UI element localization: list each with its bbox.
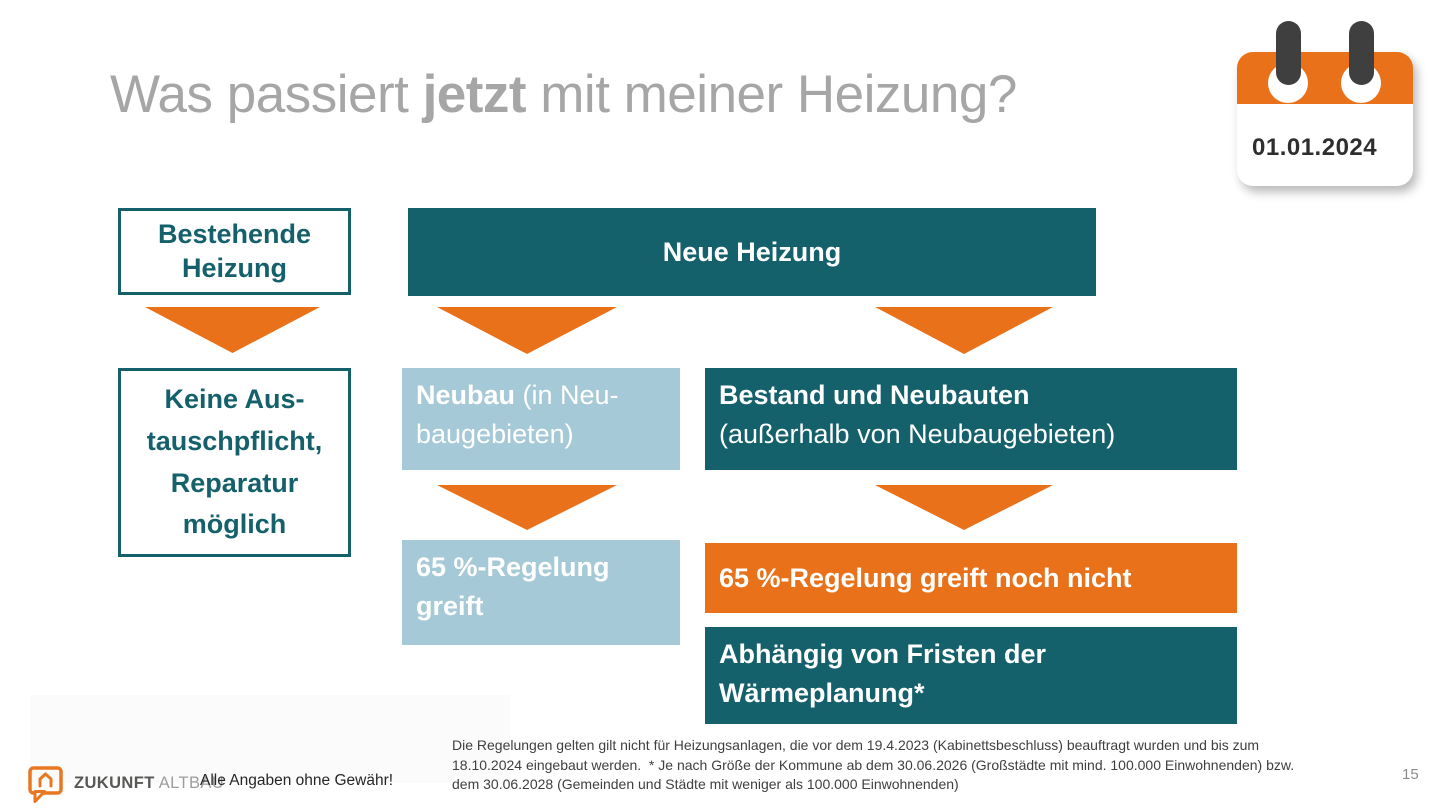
logo-altbau: ALTBAU: [158, 774, 225, 792]
box-bestand-und-neubauten: Bestand und Neubauten (außerhalb von Neu…: [705, 368, 1237, 470]
logo-zukunft: ZUKUNFT: [74, 774, 155, 792]
down-arrow-icon: [875, 307, 1053, 354]
box-keine-austauschpflicht: Keine Aus- tauschpflicht, Reparatur mögl…: [118, 368, 351, 557]
box-65-regelung-greift-noch-nicht: 65 %-Regelung greift noch nicht: [705, 543, 1237, 613]
box-neubau-rest: (in Neu- baugebieten): [416, 380, 619, 450]
footer-panel: [30, 695, 510, 783]
logo-wordmark: ZUKUNFT ALTBAU: [74, 774, 224, 793]
box-bestand-bold: Bestand und Neubauten: [719, 380, 1030, 410]
calendar-icon: 01.01.2024: [1237, 10, 1413, 192]
down-arrow-icon: [145, 307, 320, 353]
calendar-peg: [1349, 21, 1374, 85]
box-neubau-bold: Neubau: [416, 380, 516, 410]
box-neubau: Neubau (in Neu- baugebieten): [402, 368, 680, 470]
title-prefix: Was passiert: [110, 65, 423, 124]
calendar-peg: [1276, 21, 1301, 85]
footnote-line: 18.10.2024 eingebaut werden. * Je nach G…: [452, 756, 1295, 773]
box-65-regelung-greift: 65 %-Regelung greift: [402, 540, 680, 645]
down-arrow-icon: [437, 485, 617, 530]
down-arrow-icon: [437, 307, 617, 354]
box-abhaengig-von-fristen: Abhängig von Fristen der Wärmeplanung*: [705, 627, 1237, 724]
footnote-line: Die Regelungen gelten gilt nicht für Hei…: [452, 737, 1260, 753]
calendar-date: 01.01.2024: [1252, 134, 1378, 161]
disclaimer-text: Alle Angaben ohne Gewähr!: [200, 772, 394, 789]
calendar-card: 01.01.2024: [1237, 52, 1413, 186]
calendar-header-band: [1237, 52, 1413, 104]
zukunft-altbau-logo: ZUKUNFT ALTBAU: [27, 763, 224, 804]
down-arrow-icon: [875, 485, 1053, 530]
box-bestand-rest: (außerhalb von Neubaugebieten): [719, 419, 1116, 450]
box-bestehende-heizung: Bestehende Heizung: [118, 208, 351, 295]
speech-bubble-house-icon: [28, 766, 63, 803]
box-neue-heizung: Neue Heizung: [408, 208, 1096, 296]
page-title: Was passiert jetzt mit meiner Heizung?: [110, 64, 1017, 125]
title-suffix: mit meiner Heizung?: [526, 65, 1017, 124]
title-emphasis: jetzt: [422, 65, 527, 124]
footnote: Die Regelungen gelten gilt nicht für Hei…: [452, 736, 1294, 795]
page-number: 15: [1402, 766, 1419, 783]
footnote-line: dem 30.06.2028 (Gemeinden und Städte mit…: [452, 776, 959, 792]
